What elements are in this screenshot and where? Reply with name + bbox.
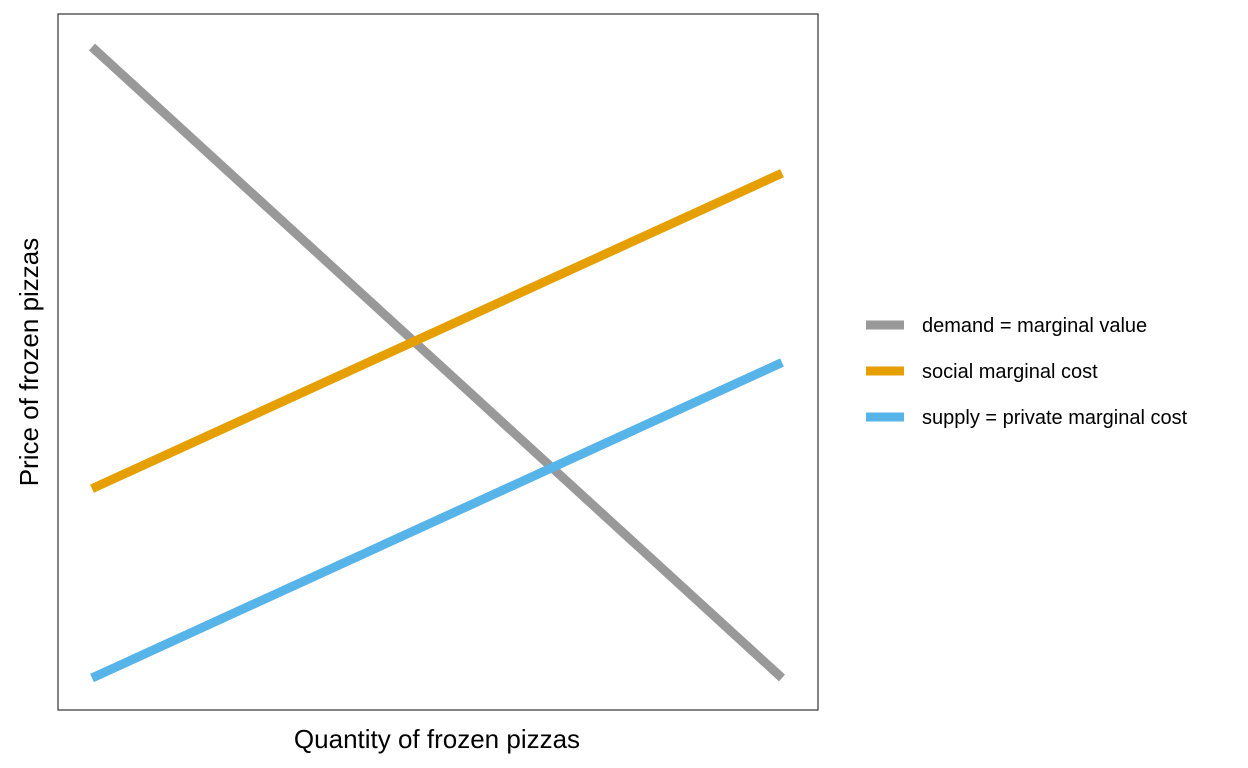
x-axis-title: Quantity of frozen pizzas	[294, 724, 580, 754]
legend: demand = marginal value social marginal c…	[866, 315, 1188, 429]
legend-label: supply = private marginal cost	[922, 407, 1188, 429]
legend-item-demand-marginal-value: demand = marginal value	[866, 315, 1147, 337]
series-line-social-marginal-cost	[90, 169, 784, 493]
legend-item-social-marginal-cost: social marginal cost	[866, 361, 1098, 383]
series-line-demand-marginal-value	[88, 43, 786, 682]
legend-label: demand = marginal value	[922, 315, 1147, 337]
legend-item-supply-private-marginal-cost: supply = private marginal cost	[866, 407, 1188, 429]
legend-label: social marginal cost	[922, 361, 1098, 383]
y-axis-title: Price of frozen pizzas	[14, 238, 44, 487]
series-layer	[88, 43, 786, 683]
series-line-supply-private-marginal-cost	[90, 358, 784, 683]
